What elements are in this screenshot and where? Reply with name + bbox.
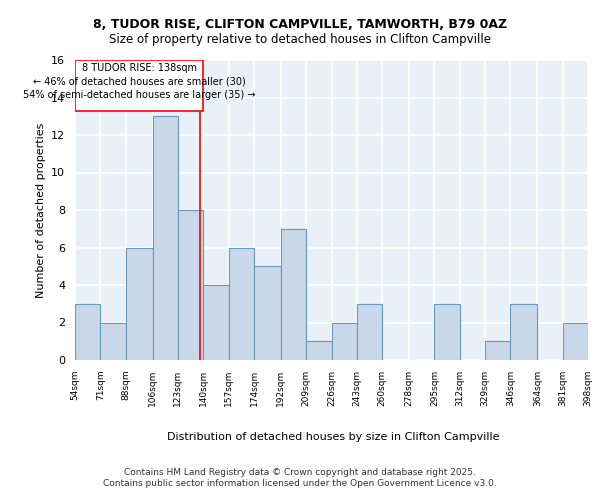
Bar	[75, 60, 203, 110]
Text: 8 TUDOR RISE: 138sqm: 8 TUDOR RISE: 138sqm	[82, 64, 197, 74]
Bar	[152, 116, 178, 360]
Bar	[511, 304, 537, 360]
Bar	[331, 322, 357, 360]
Text: ← 46% of detached houses are smaller (30): ← 46% of detached houses are smaller (30…	[33, 76, 245, 86]
Bar	[254, 266, 281, 360]
Bar	[178, 210, 203, 360]
Text: 8, TUDOR RISE, CLIFTON CAMPVILLE, TAMWORTH, B79 0AZ: 8, TUDOR RISE, CLIFTON CAMPVILLE, TAMWOR…	[93, 18, 507, 30]
Text: 54% of semi-detached houses are larger (35) →: 54% of semi-detached houses are larger (…	[23, 90, 256, 100]
Bar	[126, 248, 152, 360]
Bar	[203, 285, 229, 360]
Bar	[281, 229, 306, 360]
Bar	[306, 341, 331, 360]
Bar	[357, 304, 382, 360]
Text: Contains HM Land Registry data © Crown copyright and database right 2025.
Contai: Contains HM Land Registry data © Crown c…	[103, 468, 497, 487]
Bar	[75, 304, 100, 360]
Y-axis label: Number of detached properties: Number of detached properties	[35, 122, 46, 298]
Text: Distribution of detached houses by size in Clifton Campville: Distribution of detached houses by size …	[167, 432, 499, 442]
Bar	[229, 248, 254, 360]
Bar	[485, 341, 511, 360]
Bar	[563, 322, 588, 360]
Bar	[434, 304, 460, 360]
Text: Size of property relative to detached houses in Clifton Campville: Size of property relative to detached ho…	[109, 32, 491, 46]
Bar	[100, 322, 126, 360]
